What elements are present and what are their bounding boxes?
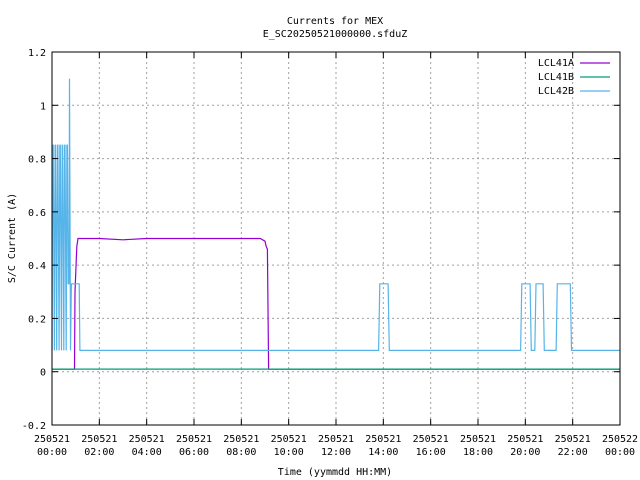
x-tick-label-date: 250521 [555,434,591,445]
x-tick-label-time: 18:00 [463,447,493,458]
legend: LCL41A LCL41B LCL42B [538,58,610,97]
x-tick-label-time: 06:00 [179,447,209,458]
series-group [51,78,620,370]
chart-title: Currents for MEX [287,16,383,27]
series-line-lcl42b [51,78,620,351]
x-tick-label-date: 250521 [413,434,449,445]
x-tick-label-time: 10:00 [274,447,304,458]
x-tick-label-date: 250521 [223,434,259,445]
y-tick-label: 0.2 [28,314,46,325]
x-tick-label-time: 08:00 [226,447,256,458]
y-tick-label: 1.2 [28,48,46,59]
x-tick-label-date: 250521 [507,434,543,445]
x-tick-label-date: 250522 [602,434,638,445]
x-tick-label-time: 20:00 [510,447,540,458]
x-tick-label-date: 250521 [271,434,307,445]
y-tick-label: -0.2 [22,421,46,432]
legend-label: LCL41A [538,58,574,69]
x-axis-label: Time (yymmdd HH:MM) [278,467,392,478]
ticks [51,51,621,426]
x-tick-label-date: 250521 [129,434,165,445]
x-tick-label-date: 250521 [318,434,354,445]
y-tick-label: 0.8 [28,155,46,166]
y-tick-label: 1 [40,101,46,112]
x-tick-label-date: 250521 [365,434,401,445]
x-tick-label-time: 00:00 [37,447,67,458]
x-tick-label-time: 16:00 [416,447,446,458]
legend-label: LCL42B [538,86,574,97]
x-tick-label-date: 250521 [460,434,496,445]
x-tick-label-date: 250521 [176,434,212,445]
x-tick-label-time: 00:00 [605,447,635,458]
chart-subtitle: E_SC20250521000000.sfduZ [263,29,408,40]
y-tick-label: 0.4 [28,261,46,272]
x-tick-label-time: 02:00 [84,447,114,458]
x-tick-label-date: 250521 [81,434,117,445]
x-tick-label-time: 22:00 [558,447,588,458]
y-tick-label: 0 [40,368,46,379]
y-tick-label: 0.6 [28,208,46,219]
y-axis-label: S/C Current (A) [7,193,18,283]
x-tick-label-date: 250521 [34,434,70,445]
legend-label: LCL41B [538,72,574,83]
x-tick-label-time: 14:00 [368,447,398,458]
x-tick-label-time: 04:00 [132,447,162,458]
y-tick-labels: -0.2 0 0.2 0.4 0.6 0.8 1 1.2 [22,48,46,432]
x-tick-labels: 250521 00:00 250521 02:00 250521 04:00 250521 0… [34,434,638,458]
x-tick-label-time: 12:00 [321,447,351,458]
